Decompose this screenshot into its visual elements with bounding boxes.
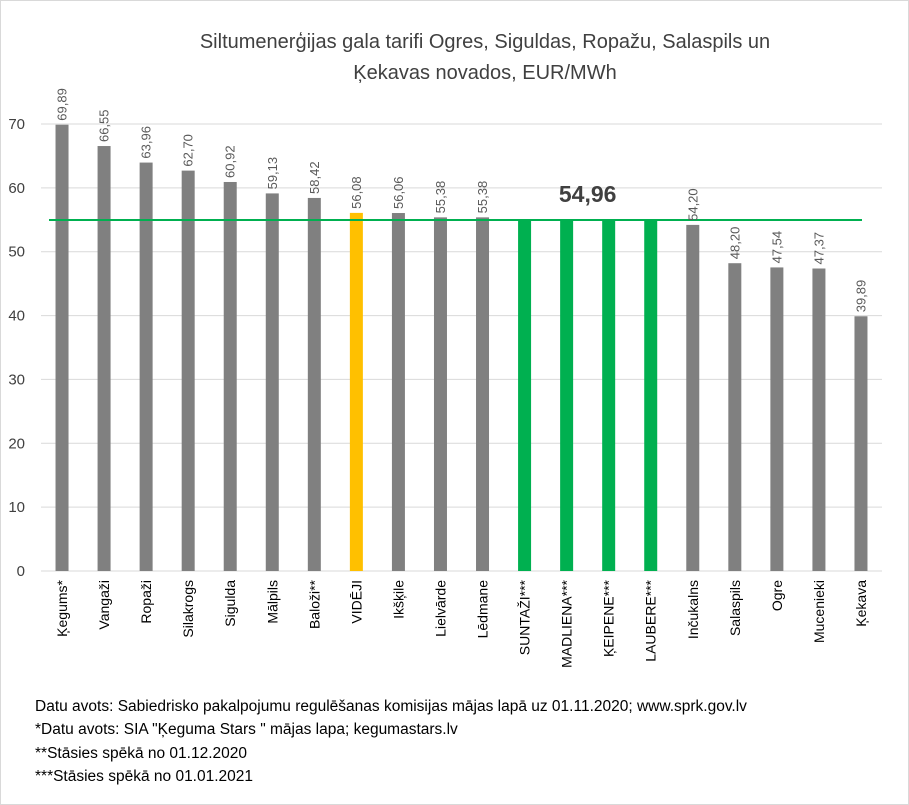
bar	[223, 181, 237, 571]
note-2021: ***Stāsies spēkā no 01.01.2021	[35, 767, 254, 785]
x-tick-label: Ropaži	[138, 580, 154, 624]
bar-chart: Siltumenerģijas gala tarifi Ogres, Sigul…	[8, 31, 882, 668]
data-labels: 69,89 66,55 63,96 62,70 60,92 59,13 58,42 56,08…	[55, 88, 869, 312]
bar	[55, 124, 69, 572]
gridlines	[41, 123, 882, 572]
bar	[644, 220, 658, 571]
bar	[265, 193, 279, 571]
x-tick-label: Vangaži	[96, 580, 112, 630]
y-tick-label: 50	[8, 244, 25, 261]
x-tick-label: Sigulda	[222, 580, 238, 627]
x-tick-label: MADLIENA***	[559, 579, 575, 667]
data-label: 60,92	[223, 145, 238, 178]
x-axis-ticks: Ķegums* Vangaži Ropaži Silakrogs Sigulda Mālp…	[54, 579, 869, 667]
reference-line-label: 54,96	[559, 181, 617, 207]
data-label: 62,70	[181, 134, 196, 167]
x-tick-label: Ķekava	[853, 580, 869, 627]
x-tick-label: Ķegums*	[54, 579, 70, 636]
y-tick-label: 20	[8, 435, 25, 452]
bar	[307, 197, 321, 571]
bar	[139, 162, 153, 572]
x-tick-label: VIDĒJI	[348, 580, 364, 624]
data-label: 63,96	[139, 126, 154, 159]
bar	[602, 220, 616, 571]
x-tick-label: Ogre	[769, 580, 785, 611]
x-tick-label: Mālpils	[264, 580, 280, 624]
bar	[686, 224, 700, 571]
data-label: 48,20	[727, 227, 742, 260]
source-notes: Datu avots: Sabiedrisko pakalpojumu regu…	[35, 695, 895, 788]
y-tick-label: 30	[8, 371, 25, 388]
data-label: 56,06	[391, 176, 406, 209]
x-tick-label: Ikšķile	[390, 580, 406, 619]
data-label: 59,13	[265, 157, 280, 190]
chart-title-line-2: Ķekavas novados, EUR/MWh	[353, 62, 616, 84]
x-tick-label: SUNTAŽI***	[517, 579, 533, 655]
data-label: 58,42	[307, 161, 322, 194]
bar	[97, 146, 111, 572]
data-label: 47,37	[811, 232, 826, 265]
bar	[476, 217, 490, 572]
y-tick-label: 0	[17, 563, 25, 580]
bar	[770, 267, 784, 571]
bar	[391, 213, 405, 572]
data-label: 56,08	[349, 176, 364, 209]
bar	[812, 268, 826, 571]
bar	[728, 263, 742, 571]
y-tick-label: 10	[8, 499, 25, 516]
bar	[518, 220, 532, 571]
x-tick-label: Lielvārde	[432, 580, 448, 637]
y-tick-label: 40	[8, 308, 25, 325]
data-label: 47,54	[769, 231, 784, 264]
x-tick-label: LAUBERE***	[643, 579, 659, 661]
note-source: Datu avots: Sabiedrisko pakalpojumu regu…	[35, 698, 747, 715]
bar	[854, 316, 868, 571]
bar	[349, 212, 363, 571]
x-tick-label: Baloži**	[306, 579, 322, 629]
x-tick-label: Inčukalns	[685, 580, 701, 639]
x-tick-label: ĶEIPENE***	[601, 579, 617, 657]
y-tick-label: 60	[8, 180, 25, 197]
x-tick-label: Salaspils	[727, 580, 743, 636]
data-label: 54,20	[685, 188, 700, 221]
chart-title-line-1: Siltumenerģijas gala tarifi Ogres, Sigul…	[200, 31, 770, 53]
y-tick-label: 70	[8, 116, 25, 133]
bar	[433, 217, 447, 572]
bar	[181, 170, 195, 571]
bar	[560, 220, 574, 571]
data-label: 55,38	[433, 181, 448, 214]
data-label: 69,89	[55, 88, 70, 121]
data-label: 66,55	[97, 109, 112, 142]
note-kegums: *Datu avots: SIA "Ķeguma Stars " mājas l…	[35, 721, 458, 739]
reference-line-group: 54,96	[49, 181, 862, 222]
x-tick-label: Silakrogs	[180, 580, 196, 638]
x-tick-label: Lēdmane	[475, 580, 491, 639]
bars	[55, 124, 868, 572]
note-balozi: **Stāsies spēkā no 01.12.2020	[35, 744, 247, 762]
y-axis-ticks: 0 10 20 30 40 50 60 70	[8, 116, 25, 580]
x-tick-label: Mucenieki	[811, 580, 827, 643]
data-label: 39,89	[853, 280, 868, 313]
data-label: 55,38	[475, 181, 490, 214]
